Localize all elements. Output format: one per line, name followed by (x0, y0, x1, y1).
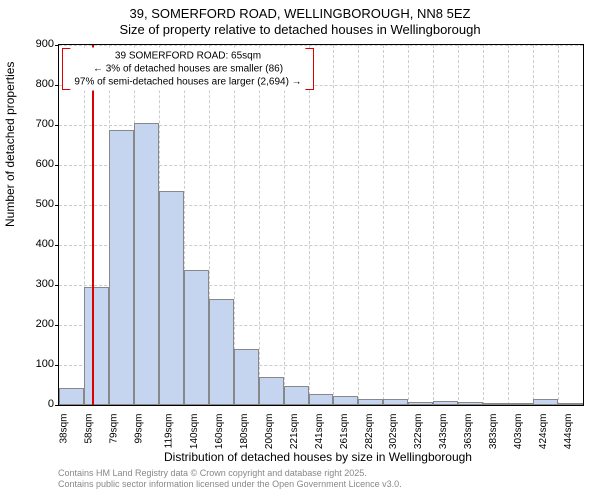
chart-title: 39, SOMERFORD ROAD, WELLINGBOROUGH, NN8 … (0, 0, 600, 37)
gridline (408, 45, 409, 405)
x-tick: 160sqm (214, 414, 225, 450)
y-tick: 300 (24, 278, 54, 290)
y-tick: 200 (24, 318, 54, 330)
bar (309, 394, 334, 405)
tick-mark (55, 245, 59, 246)
gridline (333, 45, 334, 405)
gridline (508, 45, 509, 405)
tick-mark (55, 285, 59, 286)
tick-mark (55, 405, 59, 406)
x-tick: 58sqm (84, 414, 95, 444)
x-tick: 140sqm (189, 414, 200, 450)
x-tick: 302sqm (388, 414, 399, 450)
y-tick: 100 (24, 358, 54, 370)
x-tick: 180sqm (239, 414, 250, 450)
x-tick: 79sqm (109, 414, 120, 444)
y-tick: 800 (24, 78, 54, 90)
x-tick: 38sqm (59, 414, 70, 444)
x-tick: 99sqm (134, 414, 145, 444)
gridline (433, 45, 434, 405)
y-tick: 900 (24, 38, 54, 50)
x-tick: 322sqm (413, 414, 424, 450)
x-axis-label: Distribution of detached houses by size … (56, 450, 580, 464)
y-tick: 500 (24, 198, 54, 210)
gridline (533, 45, 534, 405)
annotation-line3: 97% of semi-detached houses are larger (… (74, 76, 301, 89)
gridline (558, 45, 559, 405)
footer-text: Contains HM Land Registry data © Crown c… (58, 468, 402, 491)
y-tick: 400 (24, 238, 54, 250)
x-tick: 119sqm (163, 414, 174, 449)
title-line2: Size of property relative to detached ho… (0, 22, 600, 38)
footer-line1: Contains HM Land Registry data © Crown c… (58, 468, 402, 479)
x-tick: 221sqm (289, 414, 300, 450)
annotation-box: 39 SOMERFORD ROAD: 65sqm ← 3% of detache… (70, 48, 305, 91)
gridline (483, 45, 484, 405)
gridline (358, 45, 359, 405)
gridline (383, 45, 384, 405)
tick-mark (55, 165, 59, 166)
x-tick: 343sqm (438, 414, 449, 450)
bar (59, 388, 84, 405)
bar (558, 403, 583, 405)
x-tick: 200sqm (264, 414, 275, 450)
footer-line2: Contains public sector information licen… (58, 479, 402, 490)
bar (209, 299, 234, 405)
title-line1: 39, SOMERFORD ROAD, WELLINGBOROUGH, NN8 … (0, 6, 600, 22)
bar (184, 270, 209, 405)
bar (483, 403, 508, 405)
bar (84, 287, 109, 405)
x-tick: 241sqm (314, 414, 325, 450)
bar (134, 123, 159, 405)
y-axis-label: Number of detached properties (3, 62, 17, 227)
tick-mark (55, 125, 59, 126)
gridline (259, 45, 260, 405)
y-tick: 700 (24, 118, 54, 130)
annotation-border: 39 SOMERFORD ROAD: 65sqm ← 3% of detache… (62, 48, 314, 90)
bar (408, 402, 433, 405)
bar (433, 401, 458, 405)
bar (109, 130, 134, 405)
bar (383, 399, 408, 405)
bar (333, 396, 358, 405)
x-tick: 261sqm (339, 414, 350, 450)
gridline (458, 45, 459, 405)
bar (284, 386, 309, 405)
marker-line (92, 45, 94, 405)
plot-area: 39 SOMERFORD ROAD: 65sqm ← 3% of detache… (58, 44, 584, 406)
bar (458, 402, 483, 405)
x-tick: 383sqm (488, 414, 499, 450)
bar (358, 399, 383, 405)
tick-mark (55, 45, 59, 46)
annotation-line2: ← 3% of detached houses are smaller (86) (74, 63, 301, 76)
y-tick: 600 (24, 158, 54, 170)
tick-mark (55, 85, 59, 86)
tick-mark (55, 205, 59, 206)
x-tick: 363sqm (463, 414, 474, 450)
chart-container: 39, SOMERFORD ROAD, WELLINGBOROUGH, NN8 … (0, 0, 600, 500)
bar (508, 403, 533, 405)
x-tick: 282sqm (364, 414, 375, 450)
bar (234, 349, 259, 405)
bar (259, 377, 284, 405)
annotation-line1: 39 SOMERFORD ROAD: 65sqm (74, 50, 301, 63)
bar (533, 399, 558, 405)
tick-mark (55, 365, 59, 366)
tick-mark (55, 325, 59, 326)
gridline (59, 45, 583, 46)
x-tick: 444sqm (563, 414, 574, 450)
bar (159, 191, 184, 405)
gridline (309, 45, 310, 405)
x-tick: 424sqm (538, 414, 549, 450)
gridline (284, 45, 285, 405)
y-tick: 0 (24, 398, 54, 410)
x-tick: 403sqm (513, 414, 524, 450)
